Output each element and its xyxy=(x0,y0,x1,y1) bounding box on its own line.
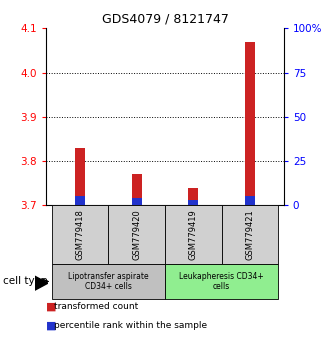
Bar xyxy=(165,264,278,299)
Text: GSM779420: GSM779420 xyxy=(132,209,141,260)
Bar xyxy=(188,200,198,205)
Bar xyxy=(52,264,165,299)
Bar xyxy=(188,188,198,205)
Text: GSM779421: GSM779421 xyxy=(246,209,254,260)
Bar xyxy=(221,205,278,264)
Text: percentile rank within the sample: percentile rank within the sample xyxy=(54,321,208,330)
Polygon shape xyxy=(35,276,48,290)
Bar xyxy=(132,174,142,205)
Text: cell type: cell type xyxy=(3,276,48,286)
Bar xyxy=(132,198,142,205)
Bar xyxy=(52,205,109,264)
Text: Leukapheresis CD34+
cells: Leukapheresis CD34+ cells xyxy=(179,272,264,291)
Bar xyxy=(75,148,85,205)
Text: Lipotransfer aspirate
CD34+ cells: Lipotransfer aspirate CD34+ cells xyxy=(68,272,149,291)
Bar xyxy=(75,196,85,205)
Text: transformed count: transformed count xyxy=(54,302,139,311)
Text: GSM779418: GSM779418 xyxy=(76,209,84,260)
Title: GDS4079 / 8121747: GDS4079 / 8121747 xyxy=(102,13,228,26)
Bar xyxy=(245,196,255,205)
Text: ■: ■ xyxy=(46,301,57,311)
Text: GSM779419: GSM779419 xyxy=(189,209,198,260)
Text: ■: ■ xyxy=(46,321,57,331)
Bar xyxy=(165,205,221,264)
Bar xyxy=(245,41,255,205)
Bar xyxy=(109,205,165,264)
